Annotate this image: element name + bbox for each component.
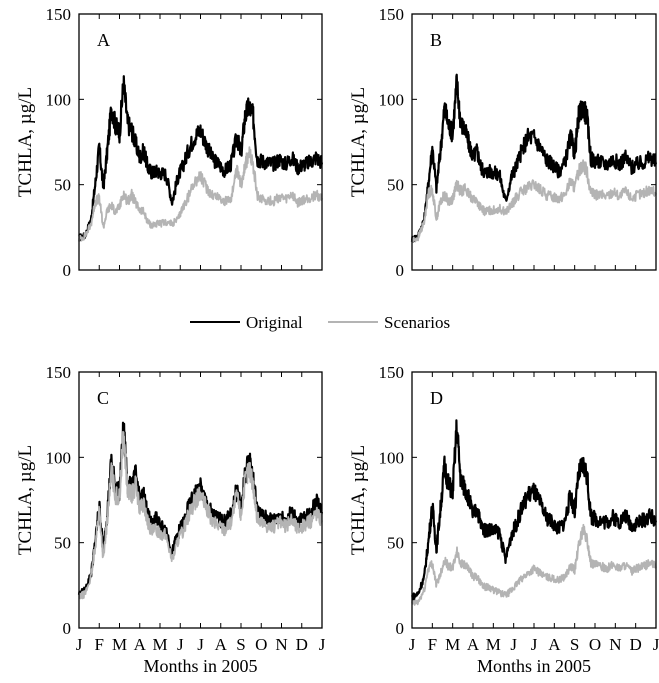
x-tick-label-d-12: J (653, 635, 659, 654)
x-tick-label-d-0: J (409, 635, 416, 654)
x-tick-label-c-8: S (236, 635, 245, 654)
series-line-scenarios-d (411, 523, 657, 606)
axes-frame-b (411, 13, 657, 271)
x-tick-label-c-2: M (112, 635, 127, 654)
series-line-original-b (410, 73, 658, 243)
y-tick-label-c-2: 100 (46, 448, 72, 467)
panel-letter-c: C (97, 388, 109, 408)
x-tick-label-d-5: J (510, 635, 517, 654)
axes-frame-a (78, 13, 323, 271)
x-tick-label-d-6: J (531, 635, 538, 654)
y-tick-label-a-0: 0 (63, 261, 72, 280)
y-tick-label-b-2: 100 (379, 90, 405, 109)
x-tick-label-d-10: N (609, 635, 621, 654)
y-tick-label-d-2: 100 (379, 448, 405, 467)
x-tick-label-d-8: S (570, 635, 579, 654)
x-tick-label-c-9: O (255, 635, 267, 654)
y-axis-label-a: TCHLA, µg/L (15, 87, 36, 197)
x-tick-label-c-10: N (275, 635, 287, 654)
panel-letter-d: D (430, 388, 443, 408)
series-line-scenarios-a (78, 146, 323, 242)
x-tick-label-c-1: F (95, 635, 104, 654)
x-tick-label-d-2: M (445, 635, 460, 654)
series-line-original-c (77, 421, 324, 597)
panel-b: 0 50 100 150 B TCHLA, µg/L (348, 5, 658, 280)
x-tick-label-d-11: D (630, 635, 642, 654)
panels: 0 50 100 150 A TCHLA, µg/L 0 50 100 150 B TCHLA, µg… (15, 5, 659, 676)
y-tick-label-c-0: 0 (63, 619, 72, 638)
panel-a: 0 50 100 150 A TCHLA, µg/L (15, 5, 324, 280)
x-tick-label-d-4: M (486, 635, 501, 654)
y-tick-label-b-3: 150 (379, 5, 405, 24)
panel-letter-b: B (430, 30, 442, 50)
y-axis-label-c: TCHLA, µg/L (15, 445, 36, 555)
y-axis-label-b: TCHLA, µg/L (348, 87, 369, 197)
y-tick-label-d-3: 150 (379, 363, 405, 382)
x-tick-label-c-4: M (152, 635, 167, 654)
y-tick-label-d-0: 0 (396, 619, 405, 638)
y-tick-label-a-1: 50 (54, 176, 71, 195)
x-tick-label-d-1: F (428, 635, 437, 654)
y-tick-label-a-2: 100 (46, 90, 72, 109)
legend-label-original: Original (246, 313, 303, 332)
series-line-original-d (411, 419, 658, 601)
series-line-scenarios-b (411, 159, 657, 243)
legend: Original Scenarios (190, 313, 450, 332)
x-axis-label-c: Months in 2005 (143, 656, 257, 676)
panel-letter-a: A (97, 30, 110, 50)
x-tick-label-d-7: A (548, 635, 561, 654)
x-tick-label-d-9: O (589, 635, 601, 654)
y-tick-label-d-1: 50 (387, 534, 404, 553)
series-line-scenarios-c (78, 430, 323, 600)
x-tick-label-c-6: J (197, 635, 204, 654)
y-tick-label-b-1: 50 (387, 176, 404, 195)
y-tick-label-c-1: 50 (54, 534, 71, 553)
x-tick-label-c-7: A (215, 635, 228, 654)
x-tick-label-c-3: A (134, 635, 147, 654)
x-axis-label-d: Months in 2005 (477, 656, 591, 676)
x-tick-label-c-0: J (76, 635, 83, 654)
x-tick-label-c-11: D (296, 635, 308, 654)
y-axis-label-d: TCHLA, µg/L (348, 445, 369, 555)
y-tick-label-a-3: 150 (46, 5, 72, 24)
series-line-original-a (78, 75, 324, 242)
x-tick-label-c-12: J (319, 635, 326, 654)
x-tick-label-c-5: J (177, 635, 184, 654)
y-tick-label-c-3: 150 (46, 363, 72, 382)
legend-label-scenarios: Scenarios (384, 313, 450, 332)
x-tick-label-d-3: A (467, 635, 480, 654)
y-tick-label-b-0: 0 (396, 261, 405, 280)
